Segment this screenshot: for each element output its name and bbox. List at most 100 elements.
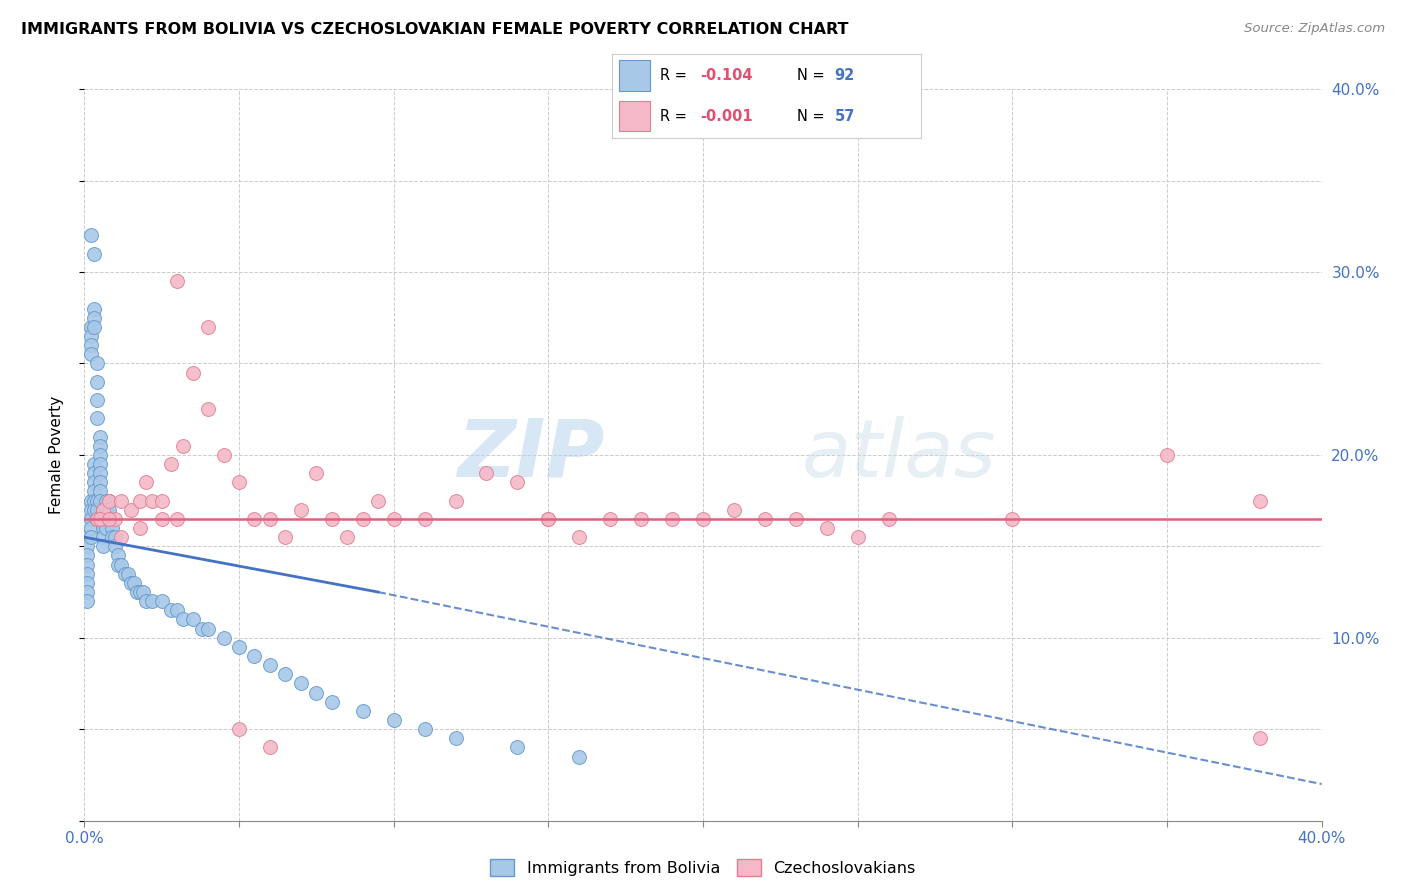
Point — [290, 502, 312, 516]
Point — [86, 512, 108, 526]
Point — [382, 713, 405, 727]
Point — [197, 320, 219, 334]
Point — [568, 530, 591, 544]
Point — [117, 566, 139, 581]
Legend: Immigrants from Bolivia, Czechoslovakians: Immigrants from Bolivia, Czechoslovakian… — [484, 853, 922, 882]
Bar — [619, 61, 650, 91]
Text: 92: 92 — [834, 68, 855, 83]
Point — [197, 622, 219, 636]
Point — [120, 576, 142, 591]
Point — [166, 274, 188, 288]
Text: ZIP: ZIP — [457, 416, 605, 494]
Point — [89, 493, 111, 508]
Point — [129, 493, 152, 508]
Point — [98, 512, 121, 526]
Y-axis label: Female Poverty: Female Poverty — [49, 396, 63, 514]
Point — [76, 530, 98, 544]
Point — [89, 430, 111, 444]
Point — [104, 539, 127, 553]
Point — [104, 530, 127, 544]
Text: -0.104: -0.104 — [700, 68, 752, 83]
Point — [444, 493, 467, 508]
Point — [101, 530, 124, 544]
Point — [94, 521, 117, 535]
Point — [107, 558, 129, 572]
Point — [132, 585, 155, 599]
Point — [568, 749, 591, 764]
Point — [305, 466, 328, 480]
Point — [89, 439, 111, 453]
Point — [352, 704, 374, 718]
Bar — [619, 101, 650, 131]
Point — [79, 228, 101, 243]
Point — [228, 723, 250, 737]
Point — [212, 631, 235, 645]
Point — [76, 539, 98, 553]
Point — [135, 475, 157, 490]
Text: R =: R = — [659, 109, 692, 124]
Point — [150, 512, 173, 526]
Point — [630, 512, 652, 526]
Point — [692, 512, 714, 526]
Point — [1001, 512, 1024, 526]
Text: R =: R = — [659, 68, 692, 83]
Point — [135, 594, 157, 608]
Point — [114, 566, 136, 581]
Point — [89, 512, 111, 526]
Point — [367, 493, 389, 508]
Point — [181, 613, 204, 627]
Point — [172, 613, 194, 627]
Point — [785, 512, 807, 526]
Point — [89, 466, 111, 480]
Point — [274, 530, 297, 544]
Point — [413, 512, 436, 526]
Point — [1249, 731, 1271, 746]
Point — [76, 585, 98, 599]
Point — [83, 475, 105, 490]
Text: 57: 57 — [834, 109, 855, 124]
Point — [79, 493, 101, 508]
Point — [83, 457, 105, 471]
Point — [259, 740, 281, 755]
Point — [76, 558, 98, 572]
Text: N =: N = — [797, 68, 830, 83]
Point — [846, 530, 869, 544]
Point — [129, 521, 152, 535]
Point — [89, 475, 111, 490]
Point — [506, 740, 529, 755]
Point — [290, 676, 312, 690]
Point — [98, 502, 121, 516]
Point — [91, 512, 114, 526]
Point — [79, 338, 101, 352]
Point — [104, 512, 127, 526]
Point — [336, 530, 359, 544]
Point — [86, 411, 108, 425]
Point — [444, 731, 467, 746]
Point — [76, 549, 98, 563]
Point — [191, 622, 214, 636]
Point — [274, 667, 297, 681]
Point — [125, 585, 148, 599]
Point — [243, 649, 266, 664]
Point — [83, 320, 105, 334]
Point — [83, 484, 105, 499]
Point — [98, 493, 121, 508]
Point — [76, 566, 98, 581]
Point — [212, 448, 235, 462]
Point — [877, 512, 900, 526]
Point — [166, 603, 188, 617]
Point — [79, 512, 101, 526]
Point — [150, 594, 173, 608]
Point — [91, 502, 114, 516]
Point — [76, 576, 98, 591]
Point — [160, 457, 183, 471]
Text: Source: ZipAtlas.com: Source: ZipAtlas.com — [1244, 22, 1385, 36]
Point — [259, 658, 281, 673]
Point — [86, 502, 108, 516]
Point — [150, 493, 173, 508]
Point — [86, 375, 108, 389]
Point — [98, 512, 121, 526]
Point — [91, 539, 114, 553]
Point — [259, 512, 281, 526]
Point — [1249, 493, 1271, 508]
